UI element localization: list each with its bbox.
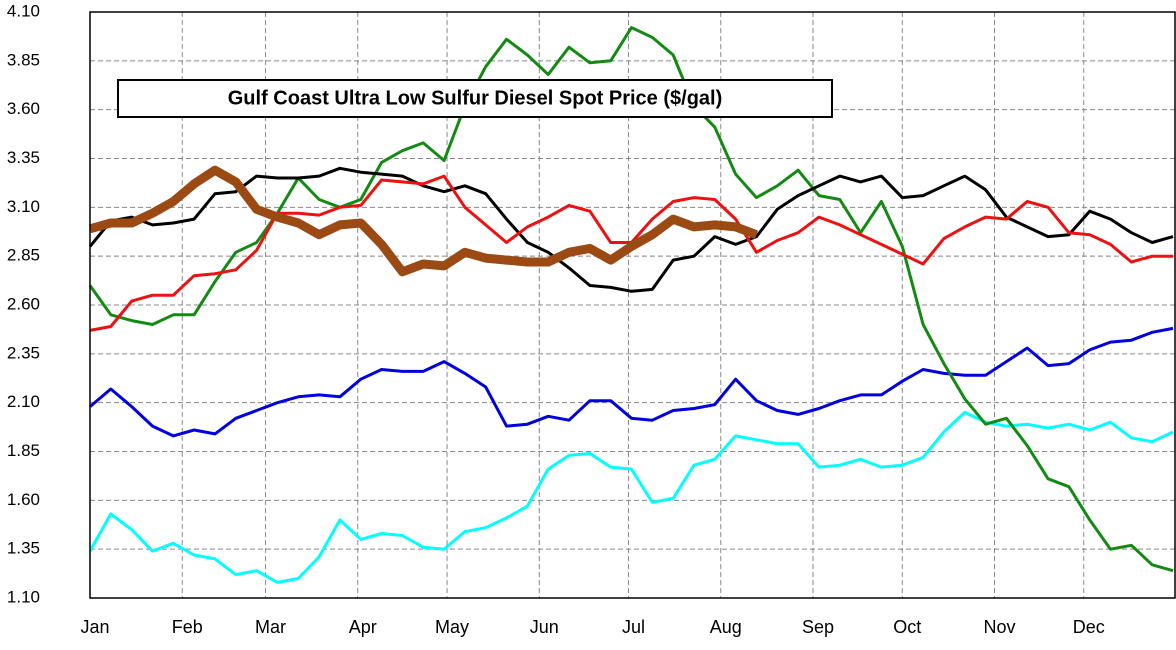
chart-title: Gulf Coast Ultra Low Sulfur Diesel Spot …	[228, 87, 723, 109]
series-line	[88, 166, 1174, 293]
x-tick-label: Apr	[349, 617, 377, 637]
y-tick-label: 1.85	[7, 441, 40, 460]
x-tick-label: Mar	[255, 617, 286, 637]
y-tick-label: 1.10	[7, 587, 40, 606]
y-tick-label: 1.35	[7, 539, 40, 558]
y-tick-label: 2.35	[7, 343, 40, 362]
x-tick-label: Jan	[80, 617, 109, 637]
x-tick-label: Oct	[893, 617, 921, 637]
y-tick-label: 3.35	[7, 148, 40, 167]
x-tick-label: Jul	[622, 617, 645, 637]
plot-lines	[88, 26, 1174, 584]
x-tick-label: Jun	[530, 617, 559, 637]
title-box	[117, 79, 833, 118]
series-line	[88, 165, 759, 277]
x-tick-label: Sep	[802, 617, 834, 637]
y-tick-label: 4.10	[7, 1, 40, 20]
y-tick-label: 3.60	[7, 99, 40, 118]
y-tick-label: 1.60	[7, 490, 40, 509]
x-tick-label: Aug	[710, 617, 742, 637]
y-tick-label: 2.85	[7, 246, 40, 265]
x-tick-label: May	[435, 617, 469, 637]
plot-frame	[89, 11, 1176, 599]
y-tick-label: 3.10	[7, 197, 40, 216]
y-tick-label: 2.10	[7, 392, 40, 411]
series-line	[89, 326, 1174, 438]
x-tick-label: Feb	[172, 617, 203, 637]
y-tick-label: 2.60	[7, 294, 40, 313]
y-tick-label: 3.85	[7, 50, 40, 69]
series-line	[88, 410, 1174, 584]
x-tick-label: Nov	[983, 617, 1015, 637]
x-tick-label: Dec	[1073, 617, 1105, 637]
